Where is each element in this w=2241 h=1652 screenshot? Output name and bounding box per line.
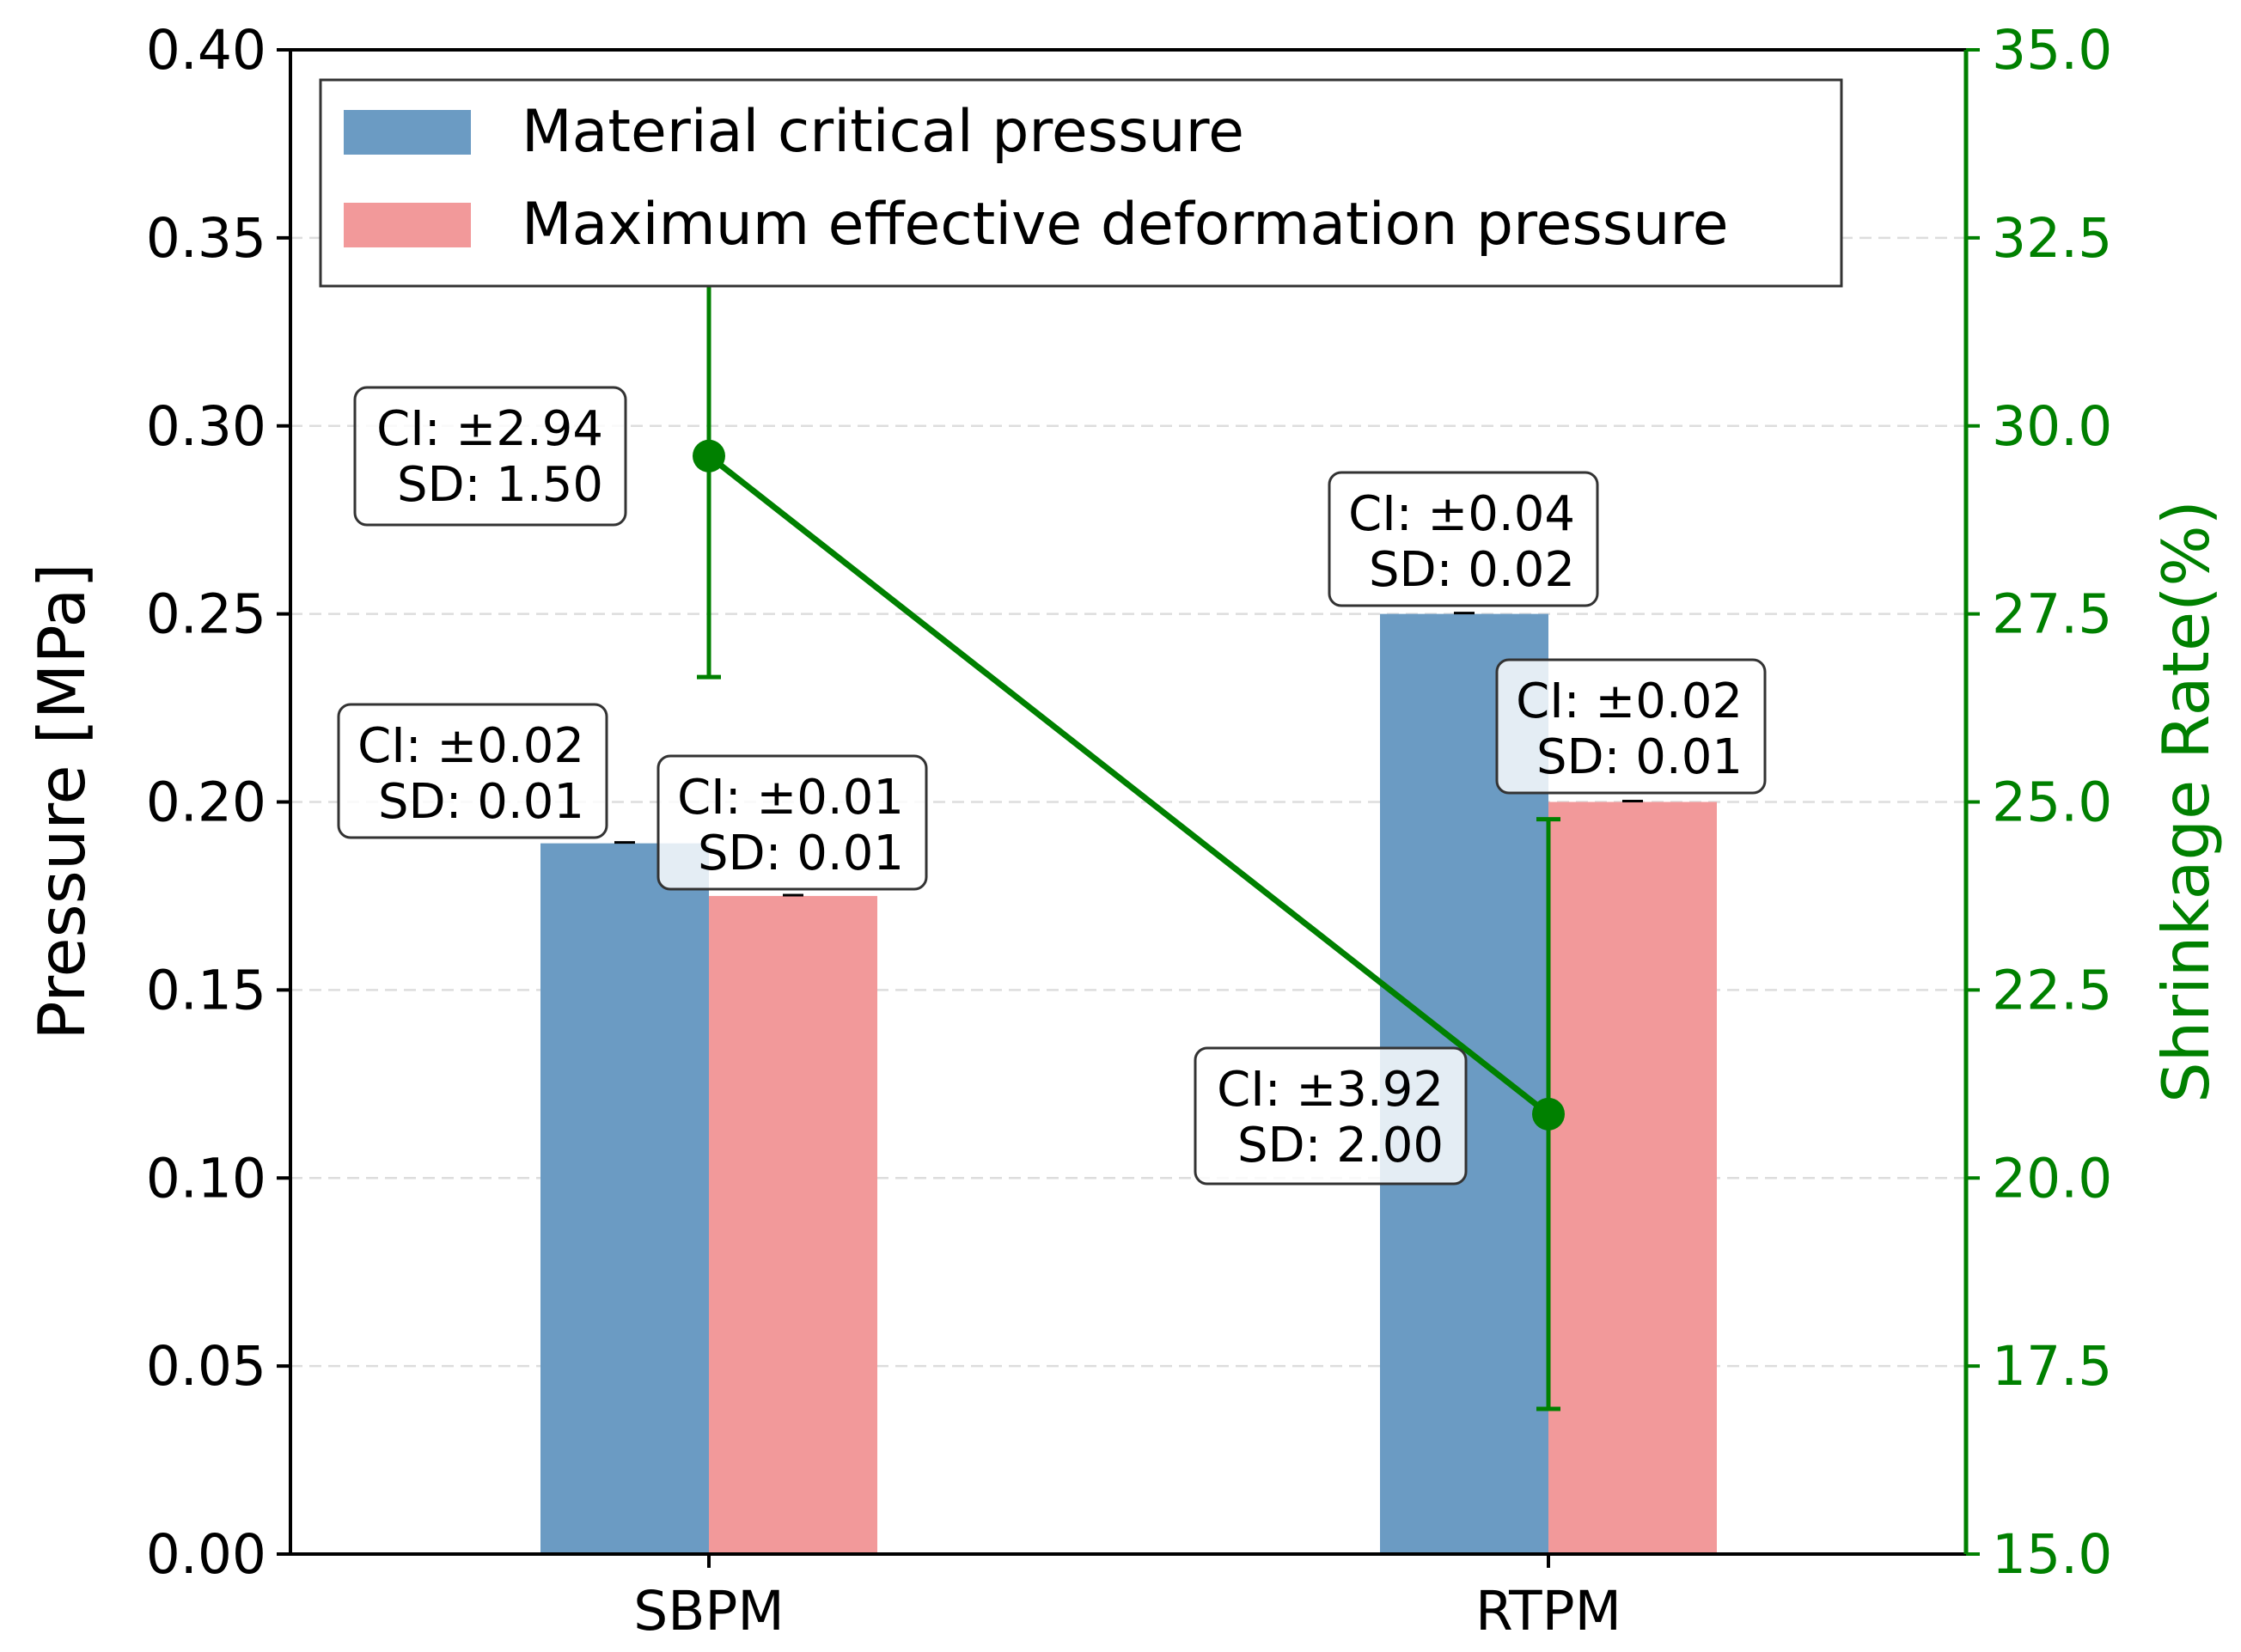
annotation-sd: SD: 0.01 [1536, 729, 1743, 785]
annotation-sd: SD: 2.00 [1237, 1118, 1444, 1173]
y-tick-label: 0.15 [146, 959, 266, 1021]
annotation-box [1495, 658, 1767, 795]
y2-tick-label: 30.0 [1992, 395, 2112, 458]
y2-axis-title: Shrinkage Rate(%) [2148, 500, 2224, 1103]
y2-tick-label: 22.5 [1992, 959, 2112, 1021]
annotation-ci: CI: ±0.02 [1516, 674, 1743, 729]
y-tick-label: 0.35 [146, 207, 266, 270]
annotation-sd: SD: 0.01 [698, 826, 904, 881]
y-tick-label: 0.25 [146, 583, 266, 646]
annotation-box [1328, 471, 1599, 607]
annotation-ci: CI: ±3.92 [1217, 1062, 1444, 1118]
shrinkage-line [693, 232, 1565, 1411]
y2-tick-label: 15.0 [1992, 1523, 2112, 1586]
y-tick-label: 0.40 [146, 19, 266, 82]
y-tick-label: 0.20 [146, 771, 266, 834]
legend: Material critical pressure Maximum effec… [319, 78, 1843, 288]
legend-swatch-material [344, 110, 471, 155]
annotation-ci: CI: ±2.94 [376, 401, 603, 457]
y-tick-label: 0.00 [146, 1523, 266, 1586]
y-tick-label: 0.05 [146, 1335, 266, 1398]
y2-tick-label: 32.5 [1992, 207, 2112, 270]
y2-tick-label: 27.5 [1992, 583, 2112, 646]
y-tick-label: 0.10 [146, 1147, 266, 1210]
annotation-box [353, 386, 627, 527]
annotation-sd: SD: 0.01 [378, 774, 584, 830]
bar-max-deformation [1548, 802, 1717, 1554]
legend-swatch-deformation [344, 203, 471, 247]
legend-frame [319, 78, 1843, 288]
shrinkage-point [1532, 1097, 1565, 1131]
x-tick-label-rtpm: RTPM [1475, 1580, 1621, 1643]
annotation-box [1194, 1046, 1468, 1186]
annotation-sd: SD: 1.50 [397, 457, 603, 513]
shrinkage-point [693, 439, 725, 472]
y-axis-title: Pressure [MPa] [24, 563, 100, 1039]
y-tick-label: 0.30 [146, 395, 266, 458]
x-tick-label-sbpm: SBPM [633, 1580, 785, 1643]
annotation-ci: CI: ±0.01 [677, 770, 904, 826]
legend-label-material: Material critical pressure [522, 98, 1244, 166]
annotation-ci: CI: ±0.04 [1348, 486, 1575, 542]
annotation-ci: CI: ±0.02 [357, 718, 584, 774]
annotation-box [337, 703, 608, 839]
annotation-box [656, 754, 928, 891]
y2-tick-label: 35.0 [1992, 19, 2112, 82]
legend-label-deformation: Maximum effective deformation pressure [522, 191, 1729, 259]
bar-max-deformation [709, 895, 877, 1554]
bar-material-critical [540, 843, 709, 1554]
annotation-sd: SD: 0.02 [1369, 542, 1575, 598]
y2-tick-label: 25.0 [1992, 771, 2112, 834]
shrinkage-series-line [706, 454, 1551, 1117]
y2-tick-label: 20.0 [1992, 1147, 2112, 1210]
ticks: 0.00 0.05 0.10 0.15 0.20 0.25 0.30 0.35 0.40 15.0… [146, 19, 2113, 1643]
y2-tick-label: 17.5 [1992, 1335, 2112, 1398]
